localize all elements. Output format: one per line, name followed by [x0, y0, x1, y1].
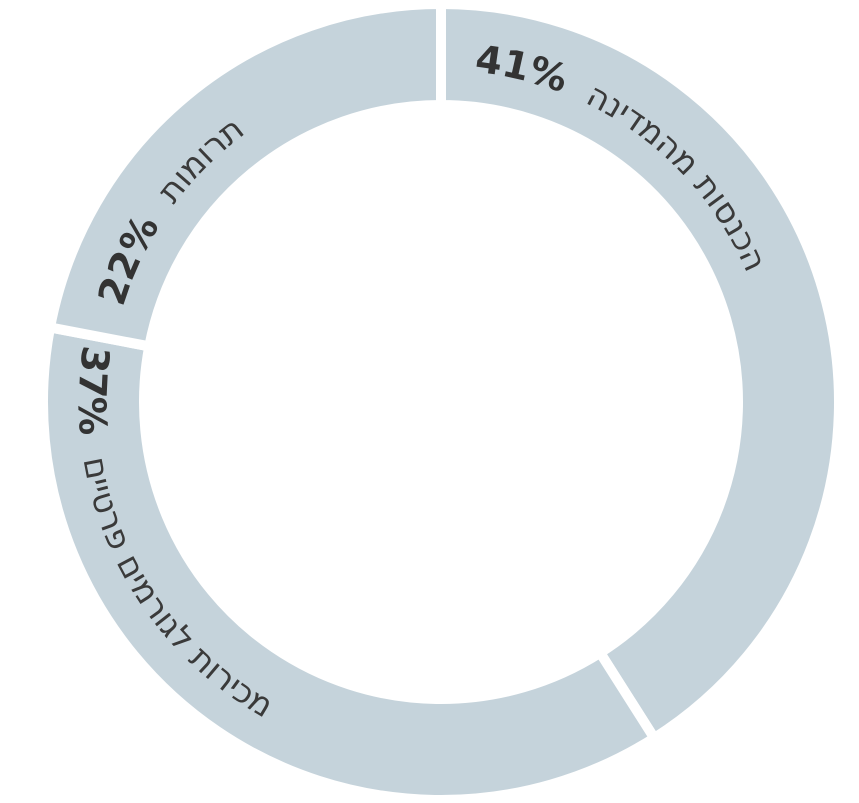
donut-segment — [38, 321, 662, 803]
donut-segment — [436, 0, 844, 745]
value-label: 37% — [70, 344, 119, 436]
donut-segment — [44, 0, 446, 353]
